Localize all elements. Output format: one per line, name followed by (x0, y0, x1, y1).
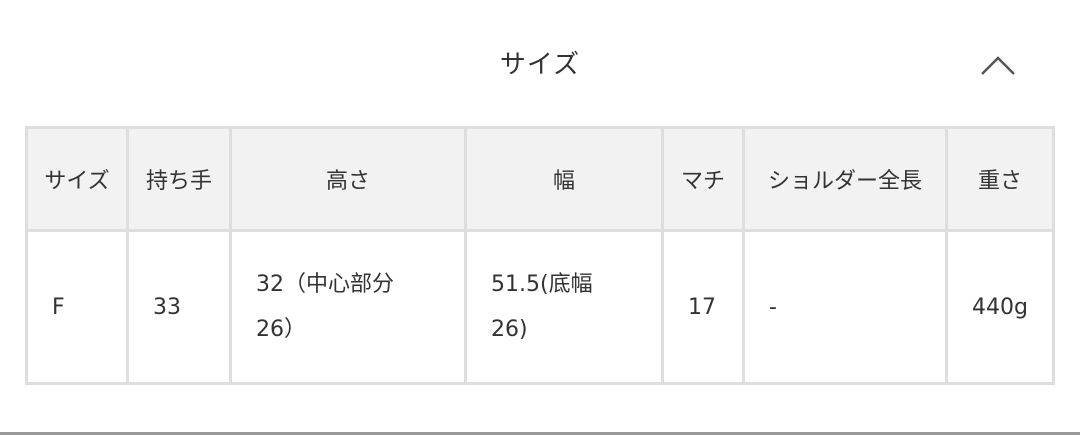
header-height: 高さ (229, 126, 467, 232)
header-size: サイズ (25, 126, 129, 232)
section-title: サイズ (499, 50, 581, 80)
cell-width: 51.5(底幅26) (464, 229, 664, 385)
table-row: F 33 32（中心部分26） 51.5(底幅26) 17 - 440g (25, 229, 1055, 385)
divider (0, 432, 1080, 435)
header-shoulder-length: ショルダー全長 (742, 126, 948, 232)
cell-handle: 33 (126, 229, 232, 385)
size-table: サイズ 持ち手 高さ 幅 マチ ショルダー全長 重さ F 33 32（中心部分2… (25, 126, 1055, 385)
cell-gusset: 17 (661, 229, 745, 385)
table-header-row: サイズ 持ち手 高さ 幅 マチ ショルダー全長 重さ (25, 126, 1055, 232)
header-weight: 重さ (945, 126, 1055, 232)
cell-weight: 440g (945, 229, 1055, 385)
cell-size: F (25, 229, 129, 385)
header-width: 幅 (464, 126, 664, 232)
cell-height: 32（中心部分26） (229, 229, 467, 385)
cell-shoulder-length: - (742, 229, 948, 385)
header-gusset: マチ (661, 126, 745, 232)
chevron-up-icon[interactable] (980, 52, 1016, 78)
header-handle: 持ち手 (126, 126, 232, 232)
